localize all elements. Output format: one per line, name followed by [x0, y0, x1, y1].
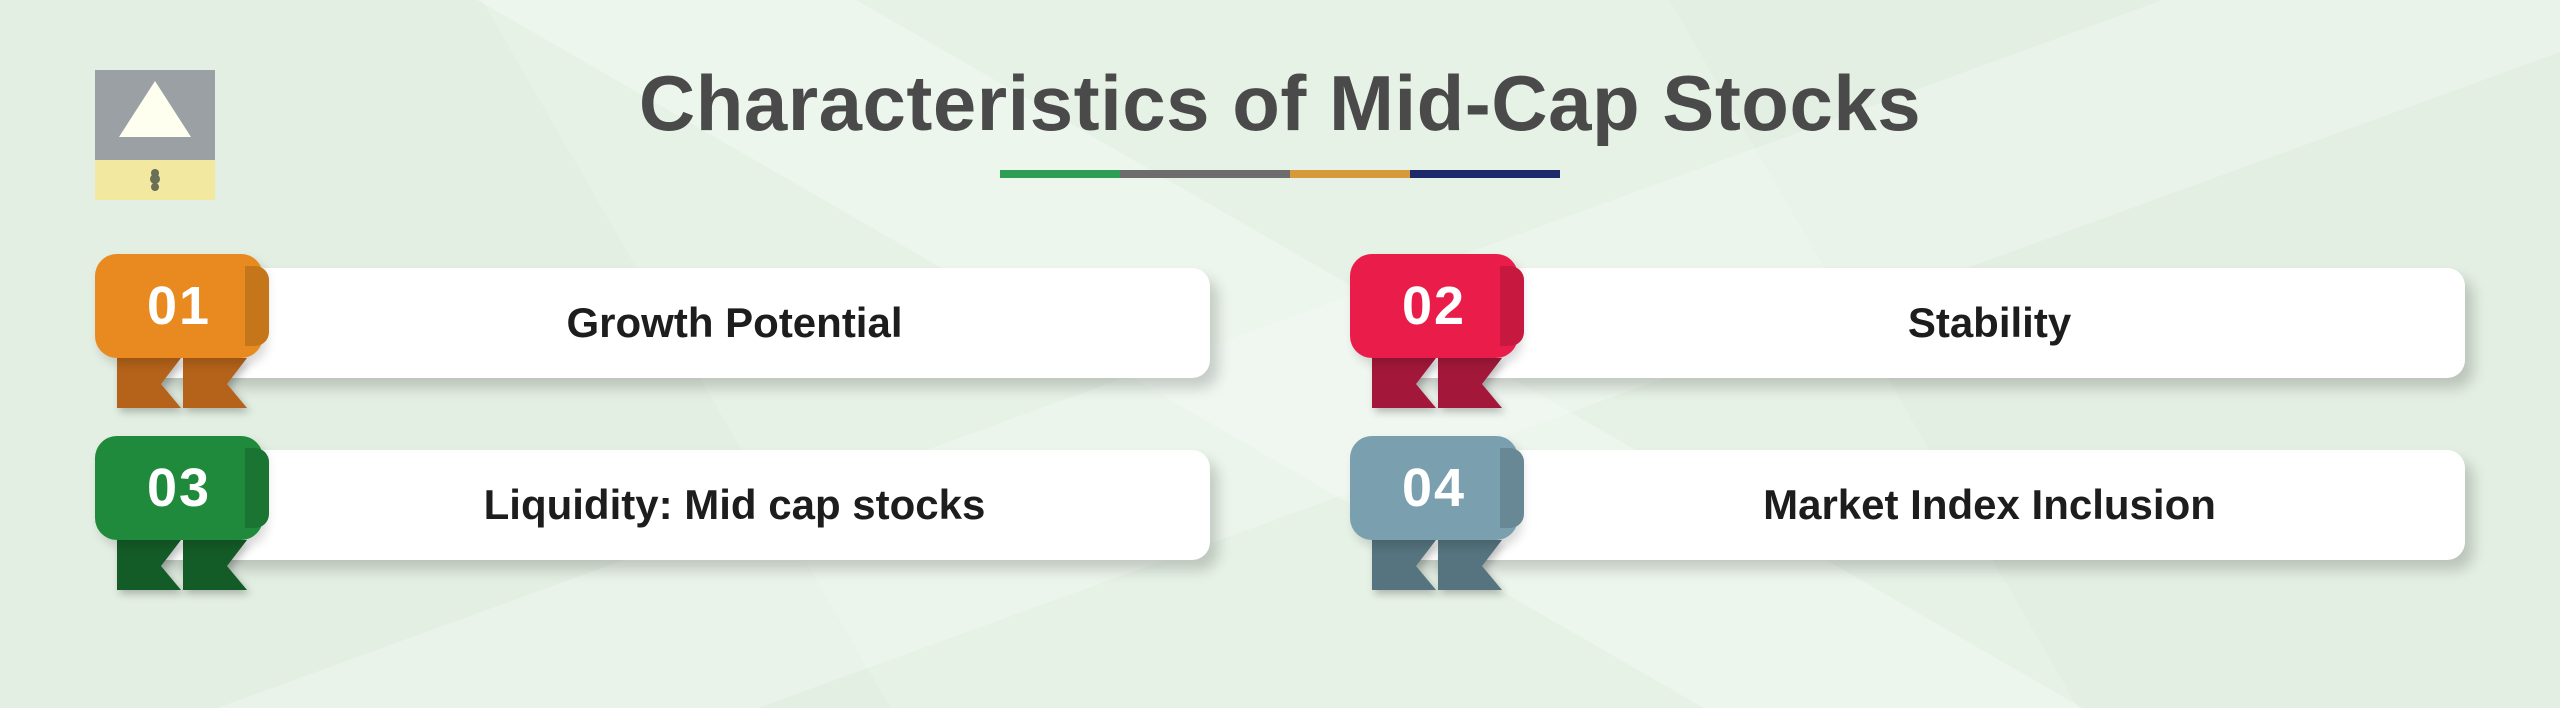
title-underline [1000, 170, 1560, 178]
ribbon-tail-icon [117, 358, 247, 408]
card-number-badge: 02 [1350, 254, 1518, 358]
card-body: Market Index Inclusion [1394, 450, 2465, 560]
card-label: Liquidity: Mid cap stocks [139, 481, 1210, 529]
characteristic-card: Stability02 [1350, 268, 2465, 378]
infographic-canvas: Characteristics of Mid-Cap Stocks Growth… [0, 0, 2560, 708]
card-label: Stability [1394, 299, 2465, 347]
card-number-badge: 04 [1350, 436, 1518, 540]
page-title: Characteristics of Mid-Cap Stocks [0, 58, 2560, 149]
underline-segment [1000, 170, 1120, 178]
card-number-badge: 01 [95, 254, 263, 358]
underline-segment [1410, 170, 1560, 178]
characteristics-grid: Growth Potential01 Stability02 Liquidity: … [95, 268, 2465, 560]
card-label: Market Index Inclusion [1394, 481, 2465, 529]
card-number: 03 [147, 457, 211, 519]
card-body: Stability [1394, 268, 2465, 378]
ribbon-tail-icon [1372, 358, 1502, 408]
characteristic-card: Growth Potential01 [95, 268, 1210, 378]
card-label: Growth Potential [139, 299, 1210, 347]
card-body: Liquidity: Mid cap stocks [139, 450, 1210, 560]
ribbon-tail-icon [1372, 540, 1502, 590]
characteristic-card: Market Index Inclusion04 [1350, 450, 2465, 560]
underline-segment [1290, 170, 1410, 178]
card-body: Growth Potential [139, 268, 1210, 378]
card-number: 04 [1402, 457, 1466, 519]
card-number: 01 [147, 275, 211, 337]
underline-segment [1120, 170, 1290, 178]
ribbon-tail-icon [117, 540, 247, 590]
card-number-badge: 03 [95, 436, 263, 540]
card-number: 02 [1402, 275, 1466, 337]
characteristic-card: Liquidity: Mid cap stocks03 [95, 450, 1210, 560]
